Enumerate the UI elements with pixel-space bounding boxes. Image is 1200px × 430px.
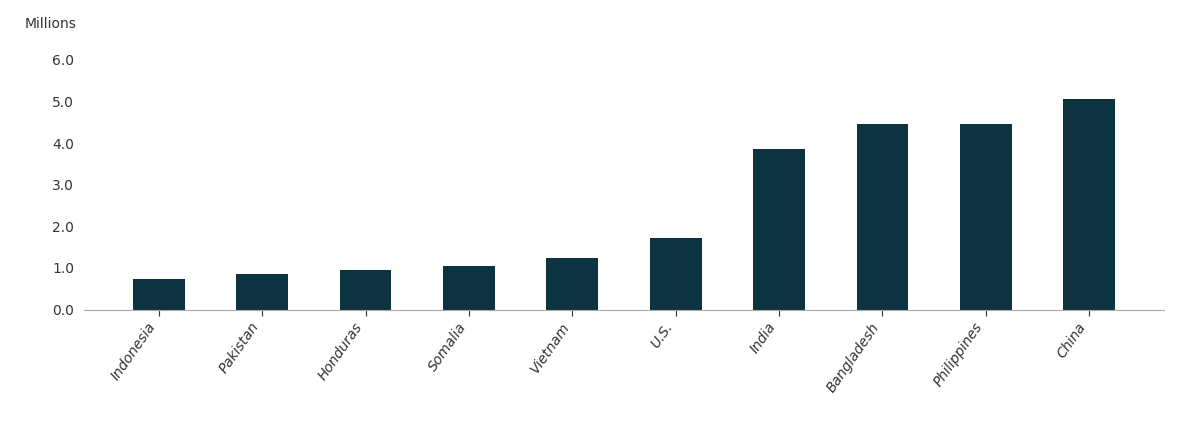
Bar [546, 258, 598, 310]
Bar [340, 270, 391, 310]
Bar [857, 124, 908, 310]
Bar [754, 148, 805, 310]
Bar [443, 266, 494, 310]
Bar [960, 124, 1012, 310]
Bar [1063, 98, 1115, 310]
Bar [133, 279, 185, 310]
Text: Millions: Millions [25, 17, 77, 31]
Bar [236, 274, 288, 310]
Bar [650, 238, 702, 310]
